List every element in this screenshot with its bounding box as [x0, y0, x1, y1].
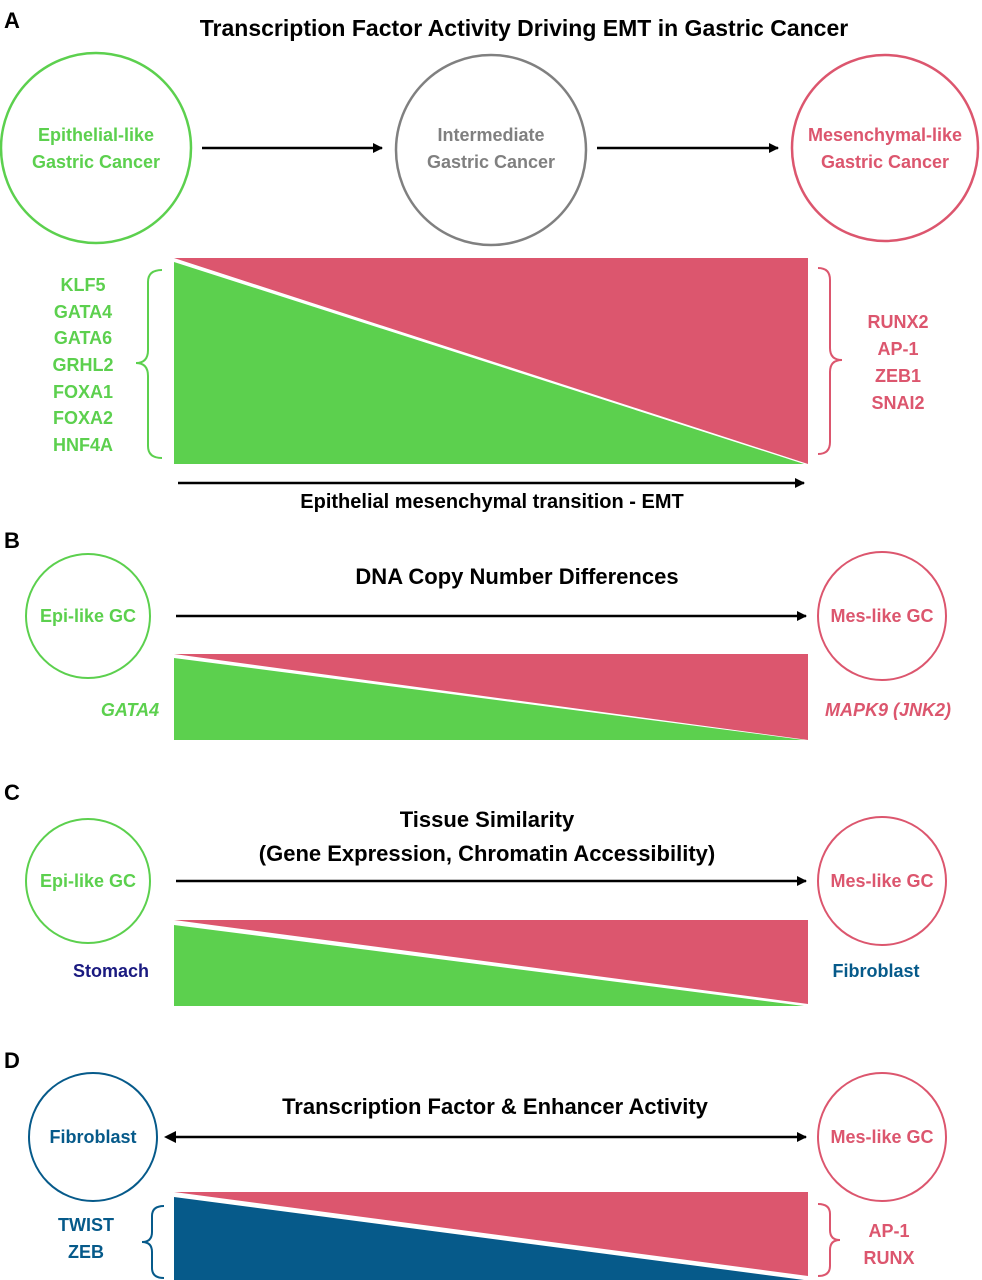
panel-d-letter: D [4, 1048, 20, 1073]
factor-zeb1: ZEB1 [875, 366, 921, 386]
mes-like-label-d: Mes-like GC [830, 1127, 933, 1147]
right-brace-d [817, 1203, 841, 1277]
mesenchymal-triangle-b [174, 654, 808, 740]
mesenchymal-triangle-a [174, 258, 808, 464]
panel-b-title: DNA Copy Number Differences [355, 564, 678, 589]
emt-axis-label: Epithelial mesenchymal transition - EMT [300, 491, 683, 513]
tissue-stomach: Stomach [73, 961, 149, 981]
panel-b: B DNA Copy Number Differences Epi-like G… [4, 528, 951, 740]
epithelial-circle-label-2: Gastric Cancer [32, 152, 160, 172]
panel-c-title-1: Tissue Similarity [400, 807, 575, 832]
intermediate-circle-label-2: Gastric Cancer [427, 152, 555, 172]
epithelial-circle-label-1: Epithelial-like [38, 125, 154, 145]
factor-snai2: SNAI2 [871, 393, 924, 413]
epi-like-circle-b [25, 553, 151, 679]
epi-like-label-c: Epi-like GC [40, 871, 136, 891]
left-brace-a [135, 269, 163, 459]
fibroblast-label-d: Fibroblast [49, 1127, 136, 1147]
mesenchymal-triangle-c [174, 920, 808, 1004]
right-brace-a [817, 267, 843, 455]
mes-like-label-b: Mes-like GC [830, 606, 933, 626]
left-brace-d [141, 1205, 165, 1279]
panel-c: C Tissue Similarity (Gene Expression, Ch… [4, 780, 947, 1006]
mesenchymal-circle-label-2: Gastric Cancer [821, 152, 949, 172]
panel-d: D Transcription Factor & Enhancer Activi… [4, 1048, 947, 1280]
gene-gata4-b: GATA4 [101, 700, 159, 720]
epithelial-triangle-b [174, 658, 804, 740]
mes-like-circle-d [817, 1072, 947, 1202]
factor-foxa1: FOXA1 [53, 382, 113, 402]
factor-twist: TWIST [58, 1215, 114, 1235]
panel-a-title: Transcription Factor Activity Driving EM… [200, 15, 848, 41]
tissue-fibroblast: Fibroblast [832, 961, 919, 981]
epithelial-triangle-a [174, 262, 804, 464]
epi-like-circle-c [25, 818, 151, 944]
epithelial-circle [0, 51, 193, 245]
factor-klf5: KLF5 [61, 275, 106, 295]
mesenchymal-circle [790, 53, 980, 243]
mesenchymal-circle-label-1: Mesenchymal-like [808, 125, 962, 145]
epithelial-triangle-c [174, 925, 804, 1006]
panel-b-letter: B [4, 528, 20, 553]
factor-foxa2: FOXA2 [53, 408, 113, 428]
panel-a: A Transcription Factor Activity Driving … [0, 8, 980, 513]
factor-gata4: GATA4 [54, 302, 112, 322]
mes-like-label-c: Mes-like GC [830, 871, 933, 891]
mes-like-circle-c [817, 816, 947, 946]
gene-mapk9-b: MAPK9 (JNK2) [825, 700, 951, 720]
panel-c-title-2: (Gene Expression, Chromatin Accessibilit… [259, 841, 715, 866]
panel-c-letter: C [4, 780, 20, 805]
factor-zeb: ZEB [68, 1242, 104, 1262]
factor-grhl2: GRHL2 [52, 355, 113, 375]
epi-like-label-b: Epi-like GC [40, 606, 136, 626]
factor-runx-d: RUNX [863, 1248, 914, 1268]
panel-d-title: Transcription Factor & Enhancer Activity [282, 1094, 709, 1119]
factor-hnf4a: HNF4A [53, 435, 113, 455]
fibroblast-triangle-d [174, 1197, 804, 1280]
factor-gata6: GATA6 [54, 328, 112, 348]
factor-ap1: AP-1 [877, 339, 918, 359]
intermediate-circle [394, 53, 588, 247]
panel-a-letter: A [4, 8, 20, 33]
intermediate-circle-label-1: Intermediate [437, 125, 544, 145]
factor-runx2: RUNX2 [867, 312, 928, 332]
double-arrow-d-left-head [164, 1131, 176, 1143]
mes-like-circle-b [817, 551, 947, 681]
factor-ap1-d: AP-1 [868, 1221, 909, 1241]
mesenchymal-triangle-d [174, 1192, 808, 1276]
fibroblast-circle-d [28, 1072, 158, 1202]
